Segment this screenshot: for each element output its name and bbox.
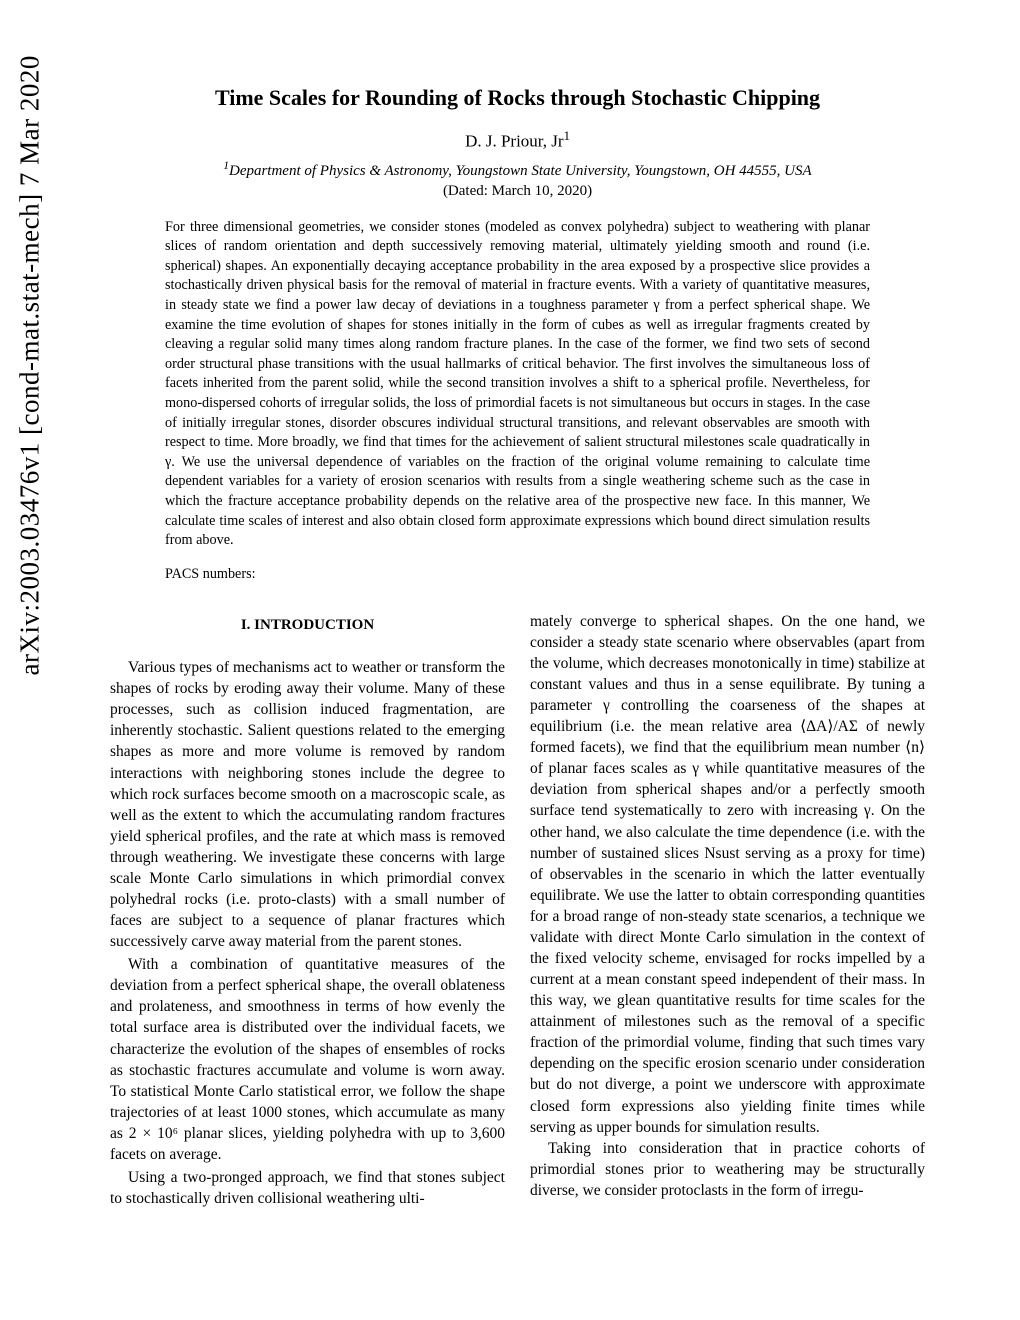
arxiv-stamp: arXiv:2003.03476v1 [cond-mat.stat-mech] … <box>15 55 46 675</box>
paper-affiliation: 1Department of Physics & Astronomy, Youn… <box>110 160 925 180</box>
section-heading: I. INTRODUCTION <box>110 615 505 635</box>
author-name: D. J. Priour, Jr <box>465 132 564 151</box>
body-paragraph: Using a two-pronged approach, we find th… <box>110 1167 505 1209</box>
body-paragraph: Taking into consideration that in practi… <box>530 1138 925 1201</box>
body-paragraph: With a combination of quantitative measu… <box>110 954 505 1165</box>
paper-date: (Dated: March 10, 2020) <box>110 183 925 200</box>
body-paragraph: Various types of mechanisms act to weath… <box>110 657 505 952</box>
affiliation-text: Department of Physics & Astronomy, Young… <box>229 163 812 179</box>
paper-author: D. J. Priour, Jr1 <box>110 129 925 152</box>
body-paragraph: mately converge to spherical shapes. On … <box>530 611 925 1138</box>
paper-abstract: For three dimensional geometries, we con… <box>165 218 870 551</box>
paper-title: Time Scales for Rounding of Rocks throug… <box>110 85 925 111</box>
right-column: mately converge to spherical shapes. On … <box>530 611 925 1211</box>
paper-content: Time Scales for Rounding of Rocks throug… <box>0 0 1020 1241</box>
pacs-numbers: PACS numbers: <box>165 566 870 583</box>
left-column: I. INTRODUCTION Various types of mechani… <box>110 611 505 1211</box>
author-superscript: 1 <box>564 129 570 143</box>
two-column-layout: I. INTRODUCTION Various types of mechani… <box>110 611 925 1211</box>
